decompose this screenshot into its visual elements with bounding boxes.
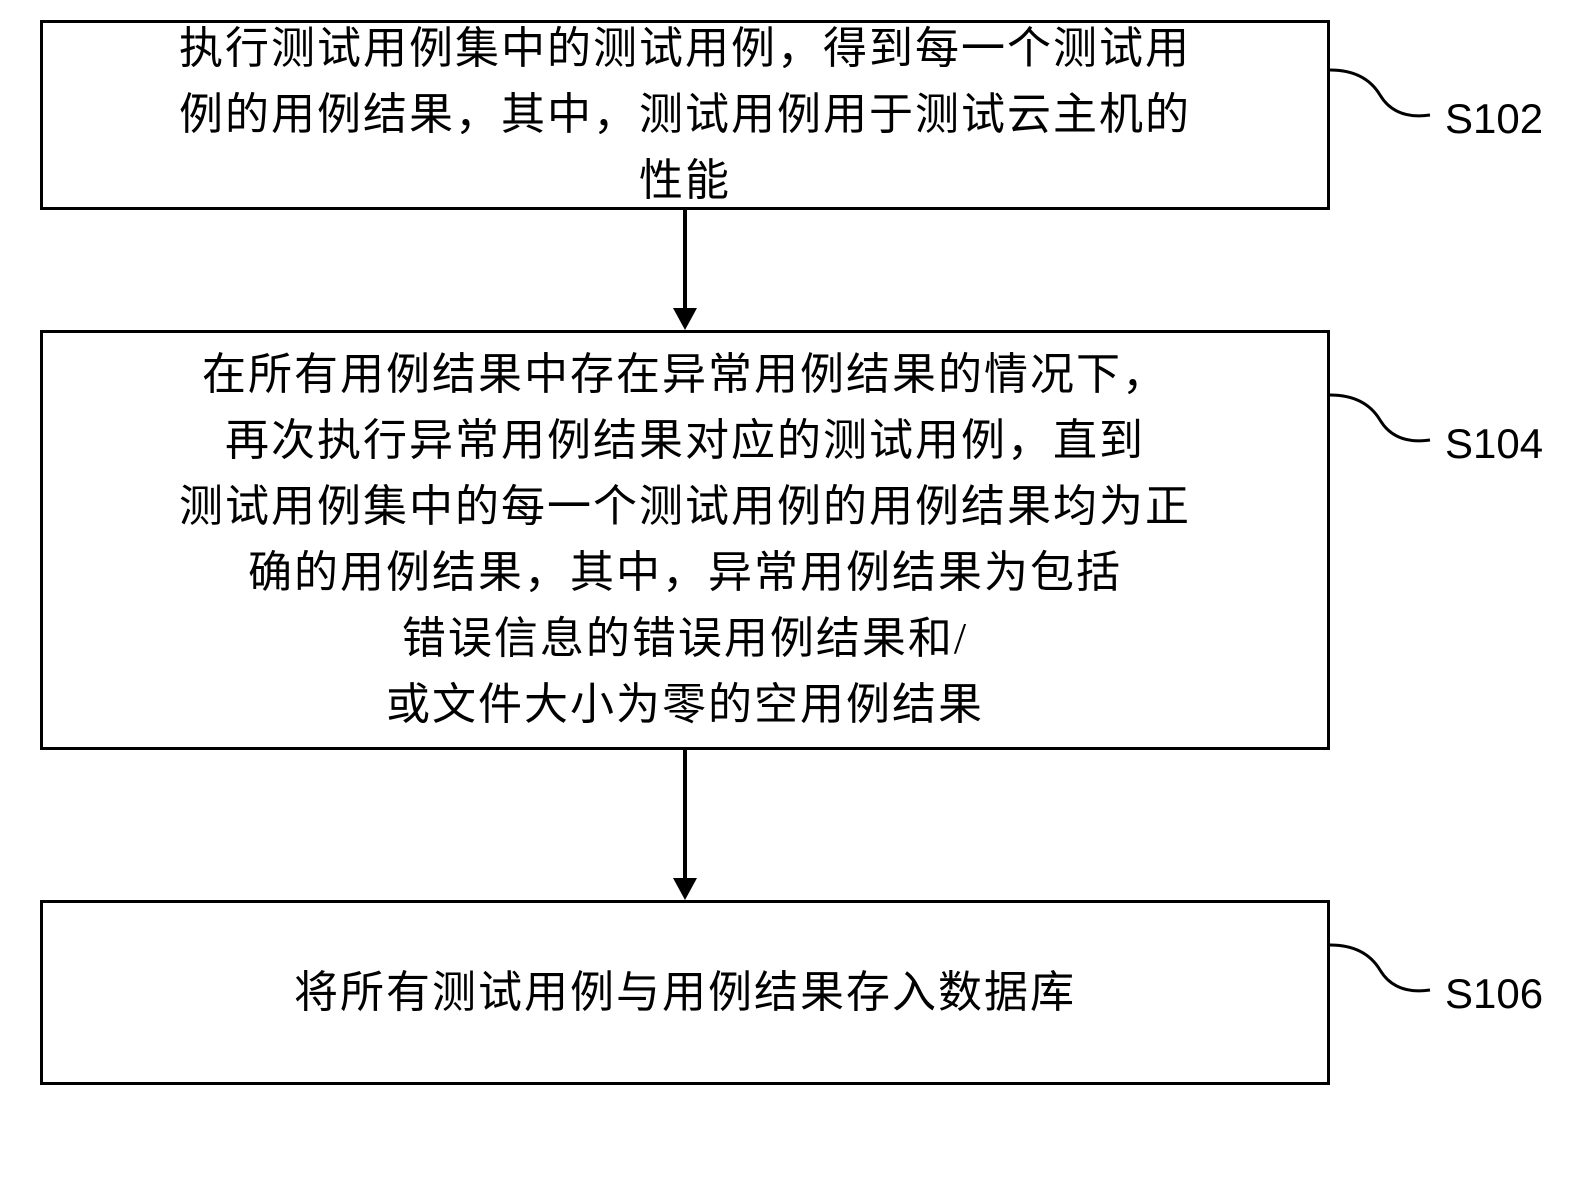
step-box-s102: 执行测试用例集中的测试用例，得到每一个测试用例的用例结果，其中，测试用例用于测试…: [40, 20, 1330, 210]
step-box-s106: 将所有测试用例与用例结果存入数据库: [40, 900, 1330, 1085]
step-box-s104: 在所有用例结果中存在异常用例结果的情况下，再次执行异常用例结果对应的测试用例，直…: [40, 330, 1330, 750]
connector-curve-s104: [1330, 385, 1440, 455]
step-label-s104: S104: [1445, 420, 1543, 468]
step-label-s102: S102: [1445, 95, 1543, 143]
step-text-s104: 在所有用例结果中存在异常用例结果的情况下，再次执行异常用例结果对应的测试用例，直…: [179, 342, 1191, 738]
step-label-s106: S106: [1445, 970, 1543, 1018]
arrow-head-1: [673, 308, 697, 330]
arrow-line-1: [683, 210, 687, 308]
step-text-s102: 执行测试用例集中的测试用例，得到每一个测试用例的用例结果，其中，测试用例用于测试…: [179, 16, 1191, 214]
flowchart-container: 执行测试用例集中的测试用例，得到每一个测试用例的用例结果，其中，测试用例用于测试…: [0, 0, 1579, 1199]
connector-curve-s106: [1330, 935, 1440, 1005]
arrow-head-2: [673, 878, 697, 900]
step-text-s106: 将所有测试用例与用例结果存入数据库: [294, 960, 1076, 1026]
connector-curve-s102: [1330, 60, 1440, 130]
arrow-line-2: [683, 750, 687, 878]
